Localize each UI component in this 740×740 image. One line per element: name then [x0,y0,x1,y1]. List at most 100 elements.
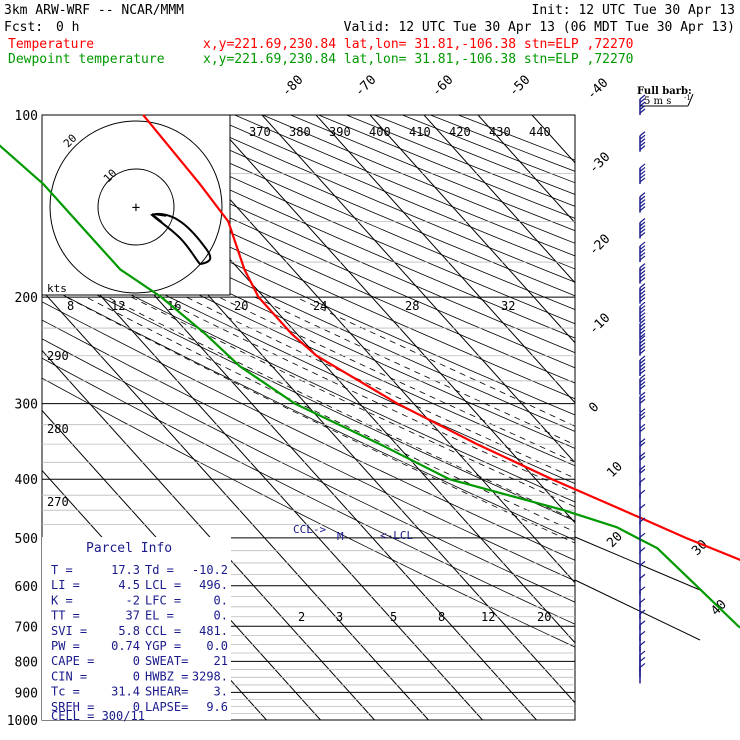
parcel-param-value: 0 [133,669,140,683]
wind-barb-flag [639,503,646,509]
theta-label: 390 [329,125,351,139]
parcel-info-bg [42,537,231,720]
hodograph-speed-tick: 20 [234,299,248,313]
isotherm-line [207,115,575,524]
wind-barb-flag [639,225,646,230]
wind-barb-flag [639,395,646,401]
wind-barb-flag [639,345,646,351]
parcel-param-label: Tc = [51,685,80,699]
theta-label: 280 [47,422,69,436]
pressure-tick-label: 1000 [7,714,38,729]
wind-barb-flag [639,662,646,668]
parcel-param-value: 481. [199,624,228,638]
wind-barb-flag [639,195,646,201]
isotherm-line [694,115,740,720]
parcel-param-value: 0.0 [206,639,228,653]
wind-barbs [639,94,646,684]
dry-adiabat-line [430,115,575,172]
mixing-ratio-label: 3 [336,610,343,624]
parcel-param-label: T = [51,563,73,577]
wind-barb-flag [639,221,646,227]
wind-barb-flag [639,438,646,444]
isotherm-line [586,115,740,720]
wind-barb-flag [639,411,646,417]
parcel-param-value: 0.74 [111,639,140,653]
parcel-param-value: 5.8 [118,624,140,638]
wind-barb-flag [639,266,646,272]
wind-barb-flag [639,656,646,662]
parcel-param-label: EL = [145,609,174,623]
wind-barb-flag [639,228,646,234]
parcel-param-value: 21 [214,654,228,668]
wind-barb-flag [639,408,646,414]
parcel-cell: CELL = 300/11 [51,709,145,723]
wind-barb-flag [639,465,646,471]
wind-barb-flag [639,218,646,223]
wind-barb-flag [639,163,646,169]
barb-legend-exp: -1 [684,94,691,102]
wind-barb-flag [639,468,646,474]
hodograph: + 10 20 kts [41,114,231,296]
pressure-tick-label: 200 [15,291,38,306]
wind-barb-flag [639,273,646,279]
wind-barb-flag [639,308,646,314]
wind-barb-flag [639,105,646,110]
wind-barb-flag [639,177,646,183]
parcel-param-label: SVI = [51,624,87,638]
parcel-param-value: 3298. [192,669,228,683]
hodograph-arrow [151,213,167,223]
wind-barb-flag [639,232,646,237]
wind-barb-flag [639,98,646,103]
mixing-ratio-label: 12 [481,610,495,624]
moist-adiabat-line [295,296,575,427]
wind-barb-flag [639,398,646,404]
isotherm-line [477,115,575,224]
mixing-ratio-label: 2 [298,610,305,624]
hodograph-speed-tick: 32 [501,299,515,313]
dry-adiabat-line [374,115,575,195]
mixing-ratio-labels: 2 3 5 8 12 20 [298,610,551,624]
parcel-param-value: 0 [133,654,140,668]
dry-adiabat-line [178,115,575,283]
wind-barb-flag [639,329,646,335]
wind-barb-flag [639,489,646,495]
isobar-extension-line [574,536,701,591]
hodograph-trace [150,212,212,266]
parcel-param-value: 0 [133,700,140,714]
wind-barb-flag [639,134,646,140]
wind-barb-flag [639,290,646,296]
wind-barb-flag [639,335,646,341]
wind-barb-flag [639,452,646,458]
model-title: 3km ARW-WRF -- NCAR/MMM [4,3,184,18]
parcel-param-label: LI = [51,578,80,592]
init-time: Init: 12 UTC Tue 30 Apr 13 [532,3,736,18]
parcel-param-value: 31.4 [111,685,140,699]
parcel-param-label: Td = [145,563,174,577]
isotherm-line [423,115,575,284]
wind-barb-flag [639,206,646,212]
lcl-label: <-LCL [380,529,413,542]
theta-label: 380 [289,125,311,139]
fcst-label: Fcst: [4,20,43,35]
pressure-tick-label: 100 [15,109,38,124]
wind-barb-flag [639,145,646,151]
parcel-param-label: LFC = [145,593,181,607]
wind-barb-flag [639,355,646,361]
pressure-tick-label: 900 [15,686,38,701]
hodograph-speed-ticks: 8 12 16 20 24 28 32 [67,299,515,313]
wind-barb-flag [639,138,646,144]
wind-barb-flag [639,384,646,390]
theta-label: 430 [489,125,511,139]
pressure-tick-label: 800 [15,655,38,670]
wind-barb-flag [639,252,646,258]
wind-barb-flag [639,547,646,553]
wind-barb-flag [639,277,646,283]
dry-adiabat-line [234,115,575,257]
wind-barb-flag [639,650,646,656]
isotherm-line [315,115,575,404]
parcel-param-label: HWBZ = [145,669,188,683]
wind-barb-flag [639,338,646,344]
wind-barb-flag [639,312,646,318]
pressure-tick-label: 500 [15,532,38,547]
hodograph-unit: kts [47,282,67,295]
